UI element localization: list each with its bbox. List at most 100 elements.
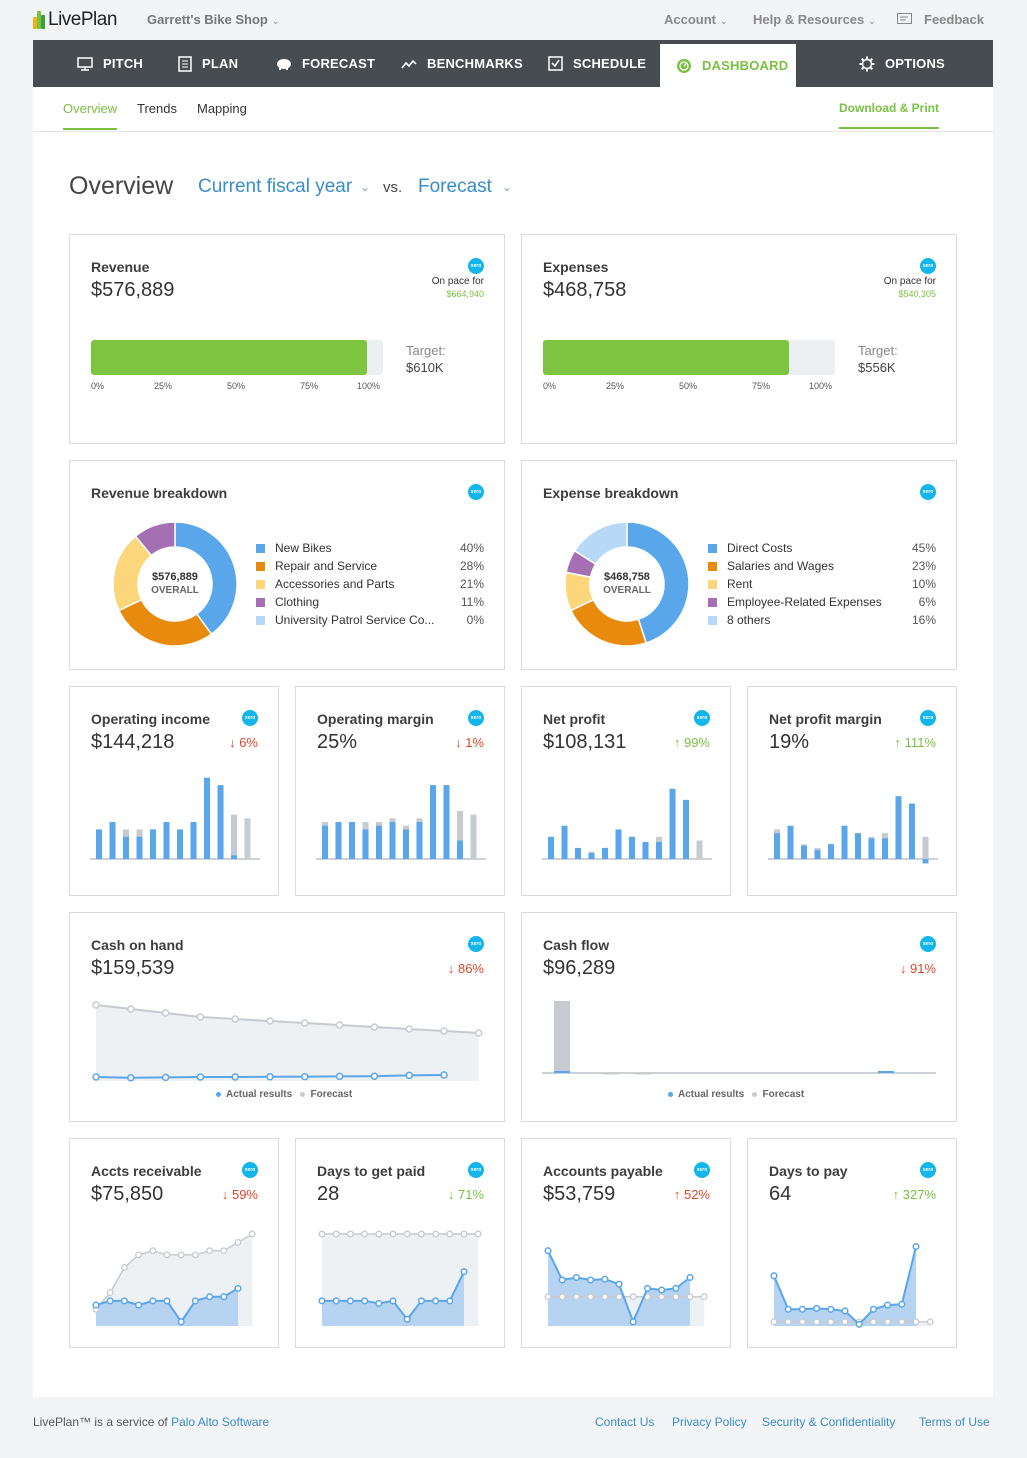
forecast-point xyxy=(672,1293,680,1301)
actual-point xyxy=(163,1297,171,1305)
chevron-down-icon[interactable]: ⌄ xyxy=(360,180,371,194)
change-indicator: ↓ 71% xyxy=(447,1187,484,1202)
net-profit-margin-bar-chart xyxy=(768,796,938,864)
cash-on-hand-card[interactable]: Cash on hand $159,539 xero ↓ 86% Actual … xyxy=(69,912,505,1122)
actual-point xyxy=(234,1284,242,1292)
palo-alto-link[interactable]: Palo Alto Software xyxy=(171,1415,270,1429)
forecast-point xyxy=(629,1293,637,1301)
account-menu[interactable]: Account ⌄ xyxy=(664,12,728,27)
footer-security-link[interactable]: Security & Confidentiality xyxy=(762,1415,896,1429)
forecast-point xyxy=(558,1293,566,1301)
arrow-up-icon: ↑ xyxy=(894,735,902,750)
actual-point xyxy=(220,1293,228,1301)
legend-item: New Bikes 40% xyxy=(256,541,484,555)
expense-breakdown-card[interactable]: Expense breakdown xero $468,758 OVERALL D… xyxy=(521,460,957,670)
actual-point xyxy=(191,1297,199,1305)
actual-bar xyxy=(190,822,197,859)
nav-forecast[interactable]: FORECAST xyxy=(276,40,375,87)
forecast-point xyxy=(332,1230,340,1238)
chevron-down-icon[interactable]: ⌄ xyxy=(502,180,513,194)
legend-item: Clothing 11% xyxy=(256,595,484,609)
actual-point xyxy=(432,1297,440,1305)
actual-bar xyxy=(376,825,382,859)
actual-point xyxy=(572,1273,580,1282)
operating-margin-card[interactable]: Operating margin 25% xero ↓ 1% xyxy=(295,686,505,896)
liveplan-logo[interactable]: LivePlan xyxy=(33,9,117,31)
actual-point xyxy=(417,1297,425,1305)
xero-icon: xero xyxy=(694,1162,710,1178)
card-title: Operating margin xyxy=(317,711,434,727)
arrow-down-icon: ↓ xyxy=(221,1187,229,1202)
tab-mapping[interactable]: Mapping xyxy=(197,101,247,116)
nav-benchmarks[interactable]: BENCHMARKS xyxy=(401,40,523,87)
nav-plan[interactable]: PLAN xyxy=(178,40,238,87)
tick-label: 50% xyxy=(227,381,246,391)
actual-bar xyxy=(828,844,834,859)
piggy-bank-icon xyxy=(277,59,291,70)
legend-percent: 11% xyxy=(460,595,484,609)
legend-percent: 28% xyxy=(459,559,484,573)
tab-trends[interactable]: Trends xyxy=(137,101,177,116)
tick-label: 75% xyxy=(300,381,319,391)
revenue-card[interactable]: Revenue $576,889 xero On pace for $664,94… xyxy=(69,234,505,444)
actual-point xyxy=(798,1305,806,1313)
period-selector[interactable]: Current fiscal year xyxy=(198,176,353,197)
expenses-card[interactable]: Expenses $468,758 xero On pace for $540,3… xyxy=(521,234,957,444)
forecast-point xyxy=(191,1251,199,1259)
change-indicator: ↓ 6% xyxy=(229,735,258,750)
arrow-up-icon: ↑ xyxy=(673,735,681,750)
forecast-point xyxy=(375,1230,383,1238)
nav-options[interactable]: OPTIONS xyxy=(859,40,945,87)
card-value: $53,759 xyxy=(543,1183,616,1205)
revenue-breakdown-card[interactable]: Revenue breakdown xero $576,889 OVERALL N… xyxy=(69,460,505,670)
forecast-point xyxy=(898,1318,906,1326)
forecast-point xyxy=(346,1230,354,1238)
feedback-link[interactable]: Feedback xyxy=(897,12,984,27)
tick-label: 25% xyxy=(154,381,173,391)
accounts-payable-card[interactable]: Accounts payable $53,759 xero ↑ 52% xyxy=(521,1138,731,1348)
legend-label: Accessories and Parts xyxy=(275,577,395,591)
days-to-pay-area-chart xyxy=(770,1242,934,1328)
nav-dashboard[interactable]: DASHBOARD xyxy=(660,44,796,87)
footer-terms-link[interactable]: Terms of Use xyxy=(919,1415,990,1429)
footer-privacy-link[interactable]: Privacy Policy xyxy=(672,1415,747,1429)
compare-selector[interactable]: Forecast xyxy=(418,176,492,197)
tab-overview[interactable]: Overview xyxy=(63,101,118,130)
actual-point xyxy=(231,1073,239,1081)
accts-receivable-card[interactable]: Accts receivable $75,850 xero ↓ 59% xyxy=(69,1138,279,1348)
cash-flow-card[interactable]: Cash flow $96,289 xero ↓ 91% Actual resu… xyxy=(521,912,957,1122)
footer-contact-link[interactable]: Contact Us xyxy=(595,1415,655,1429)
net-profit-margin-card[interactable]: Net profit margin 19% xero ↑ 111% xyxy=(747,686,957,896)
shop-selector[interactable]: Garrett's Bike Shop ⌄ xyxy=(147,12,280,27)
donut-slice xyxy=(174,521,238,636)
tick-label: 0% xyxy=(543,381,557,391)
vs-label: vs. xyxy=(383,179,403,196)
nav-pitch[interactable]: PITCH xyxy=(77,40,143,87)
actual-point xyxy=(149,1297,157,1305)
legend-percent: 10% xyxy=(911,577,936,591)
arrow-down-icon: ↓ xyxy=(455,735,462,750)
actual-area xyxy=(774,1246,916,1326)
forecast-bar xyxy=(554,1001,570,1073)
actual-point xyxy=(460,1268,468,1276)
actual-area xyxy=(548,1250,690,1326)
xero-icon: xero xyxy=(468,1162,484,1178)
days-to-pay-card[interactable]: Days to pay 64 xero ↑ 327% xyxy=(747,1138,957,1348)
forecast-point xyxy=(884,1318,892,1326)
card-value: $96,289 xyxy=(543,957,616,979)
forecast-point xyxy=(658,1293,666,1301)
net-profit-card[interactable]: Net profit $108,131 xero ↑ 99% xyxy=(521,686,731,896)
forecast-bar xyxy=(602,1073,619,1075)
days-to-get-paid-card[interactable]: Days to get paid 28 xero ↓ 71% xyxy=(295,1138,505,1348)
xero-icon: xero xyxy=(920,710,936,726)
download-print-link[interactable]: Download & Print xyxy=(839,101,939,129)
help-menu[interactable]: Help & Resources ⌄ xyxy=(753,12,876,27)
arrow-down-icon: ↓ xyxy=(899,961,907,976)
actual-bar xyxy=(322,825,328,859)
nav-schedule[interactable]: SCHEDULE xyxy=(548,40,646,87)
legend-percent: 40% xyxy=(459,541,484,555)
forecast-point xyxy=(335,1021,344,1029)
operating-income-card[interactable]: Operating income $144,218 xero ↓ 6% xyxy=(69,686,279,896)
forecast-point xyxy=(127,1005,135,1013)
legend-item: Accessories and Parts 21% xyxy=(256,577,484,591)
